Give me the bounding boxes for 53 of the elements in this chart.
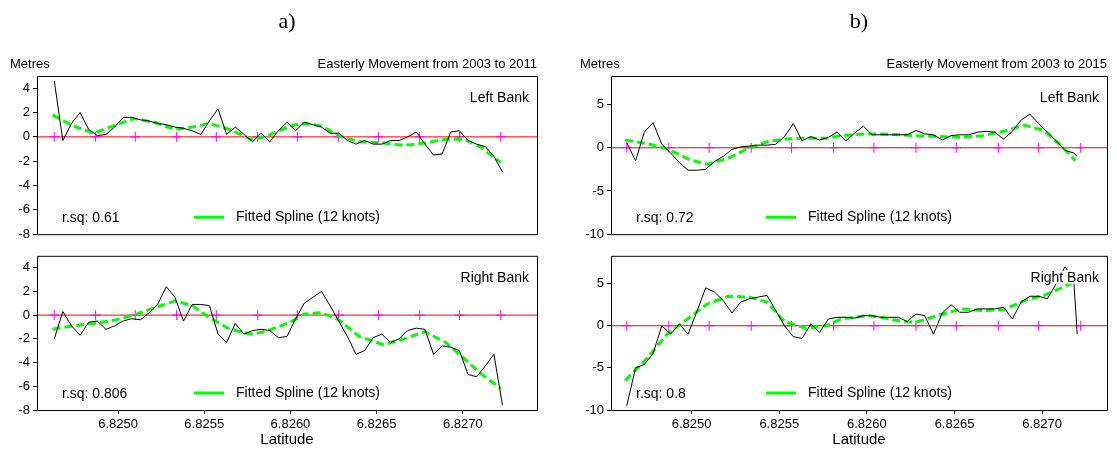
- x-tick-label: 6.8265: [934, 416, 975, 432]
- y-axis-title: Metres: [580, 56, 621, 71]
- y-tick-label: -10: [585, 401, 604, 417]
- legend-label: Fitted Spline (12 knots): [808, 383, 952, 400]
- y-tick-label: 0: [596, 139, 604, 155]
- legend-label: Fitted Spline (12 knots): [236, 383, 380, 400]
- y-tick-label: 4: [22, 79, 30, 95]
- y-tick-label: -6: [18, 201, 30, 217]
- line-series: [623, 123, 1077, 166]
- y-tick-label: -5: [592, 359, 604, 375]
- x-tick-label: 6.8260: [270, 416, 311, 432]
- chart-subtitle: Easterly Movement from 2003 to 2015: [886, 56, 1107, 71]
- x-tick-label: 6.8255: [184, 416, 225, 432]
- annotation: r.sq: 0.806: [62, 385, 128, 401]
- y-tick-label: 2: [22, 104, 30, 120]
- y-tick-label: -4: [18, 177, 30, 193]
- y-tick-label: -6: [18, 377, 30, 393]
- y-tick-label: -5: [592, 182, 604, 198]
- y-tick-label: 5: [596, 275, 604, 291]
- annotation: Right Bank: [460, 268, 530, 285]
- y-tick-label: -8: [18, 225, 30, 241]
- y-tick-label: -4: [18, 354, 30, 370]
- y-tick-label: -8: [18, 401, 30, 417]
- y-tick-label: 4: [22, 259, 30, 275]
- chart-title: b): [849, 8, 869, 33]
- x-tick-label: 6.8270: [1022, 416, 1063, 432]
- y-tick-label: 5: [596, 96, 604, 112]
- chart-subtitle: Easterly Movement from 2003 to 2011: [317, 56, 537, 71]
- y-axis-title: Metres: [10, 56, 51, 71]
- y-tick-label: -2: [18, 152, 30, 168]
- x-axis-title: Latitude: [260, 430, 314, 448]
- y-tick-label: -10: [585, 225, 604, 241]
- annotation: r.sq: 0.61: [62, 209, 120, 226]
- x-tick-label: 6.8250: [671, 416, 712, 432]
- x-tick-label: 6.8265: [356, 416, 397, 432]
- y-tick-label: 0: [22, 306, 30, 322]
- x-tick-label: 6.8250: [98, 416, 138, 432]
- annotation: Left Bank: [469, 89, 530, 105]
- y-tick-label: 0: [22, 128, 30, 144]
- line-series: [51, 113, 503, 164]
- y-tick-label: 2: [22, 282, 30, 298]
- x-tick-label: 6.8270: [442, 416, 483, 432]
- annotation: Left Bank: [1039, 89, 1100, 105]
- annotation: r.sq: 0.8: [636, 385, 687, 401]
- x-axis-title: Latitude: [832, 430, 886, 448]
- legend-label: Fitted Spline (12 knots): [236, 208, 380, 225]
- y-tick-label: -2: [18, 330, 30, 346]
- legend-label: Fitted Spline (12 knots): [808, 208, 952, 225]
- y-tick-label: 0: [596, 317, 604, 333]
- x-tick-label: 6.8260: [847, 416, 887, 432]
- chart-title: a): [278, 8, 296, 33]
- x-tick-label: 6.8255: [759, 416, 800, 432]
- annotation: r.sq: 0.72: [636, 209, 694, 226]
